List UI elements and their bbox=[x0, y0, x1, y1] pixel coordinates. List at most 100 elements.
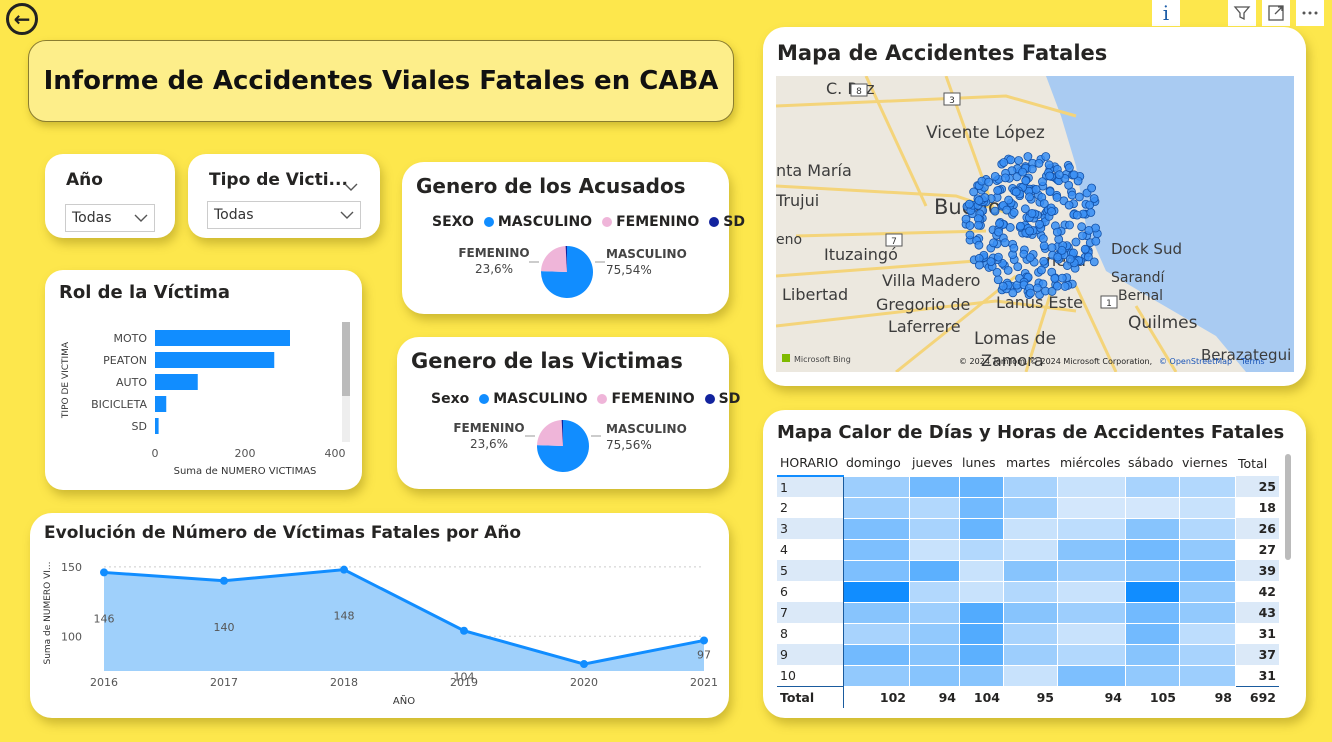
heat-cell[interactable] bbox=[1178, 601, 1236, 624]
heat-cell[interactable] bbox=[1056, 538, 1126, 561]
heat-cell[interactable] bbox=[1056, 622, 1126, 645]
heat-cell[interactable] bbox=[1124, 538, 1180, 561]
heat-cell[interactable] bbox=[1178, 538, 1236, 561]
column-header[interactable]: sábado bbox=[1128, 455, 1174, 471]
heat-cell[interactable] bbox=[1002, 601, 1058, 624]
heat-cell[interactable] bbox=[842, 622, 910, 645]
heat-cell[interactable] bbox=[1178, 496, 1236, 519]
heat-cell[interactable] bbox=[908, 475, 960, 498]
heat-cell[interactable] bbox=[1124, 601, 1180, 624]
focus-mode-icon[interactable] bbox=[1262, 0, 1290, 26]
heat-cell[interactable] bbox=[1124, 475, 1180, 498]
legend-item-sd[interactable]: SD bbox=[718, 391, 741, 407]
heat-cell[interactable] bbox=[1178, 622, 1236, 645]
heat-cell[interactable] bbox=[842, 475, 910, 498]
map-place-label: Berazategui bbox=[1201, 346, 1291, 364]
column-header[interactable]: viernes bbox=[1182, 455, 1228, 471]
column-header[interactable]: HORARIO bbox=[777, 450, 843, 477]
heat-cell[interactable] bbox=[1124, 517, 1180, 540]
legend-item-masculino[interactable]: MASCULINO bbox=[493, 391, 588, 407]
heat-cell[interactable] bbox=[1056, 601, 1126, 624]
legend-item-femenino[interactable]: FEMENINO bbox=[616, 214, 700, 230]
heat-cell[interactable] bbox=[1056, 496, 1126, 519]
heat-cell[interactable] bbox=[842, 496, 910, 519]
heat-cell[interactable] bbox=[1124, 559, 1180, 582]
heat-cell[interactable] bbox=[842, 538, 910, 561]
column-header[interactable]: miércoles bbox=[1060, 455, 1121, 471]
heat-cell[interactable] bbox=[958, 580, 1004, 603]
heat-cell[interactable] bbox=[958, 643, 1004, 666]
heat-cell[interactable] bbox=[1124, 496, 1180, 519]
filter-icon[interactable] bbox=[1228, 0, 1256, 26]
heat-cell[interactable] bbox=[908, 496, 960, 519]
heat-cell[interactable] bbox=[1178, 517, 1236, 540]
heat-cell[interactable] bbox=[1056, 475, 1126, 498]
heat-cell[interactable] bbox=[908, 559, 960, 582]
heat-cell[interactable] bbox=[958, 475, 1004, 498]
heat-cell[interactable] bbox=[908, 664, 960, 687]
heat-cell[interactable] bbox=[842, 580, 910, 603]
column-header[interactable]: lunes bbox=[962, 455, 996, 471]
heat-cell[interactable] bbox=[1002, 622, 1058, 645]
heat-cell[interactable] bbox=[958, 559, 1004, 582]
back-arrow-icon[interactable]: ← bbox=[6, 3, 38, 35]
heat-cell[interactable] bbox=[1178, 559, 1236, 582]
heat-cell[interactable] bbox=[1056, 664, 1126, 687]
legend-item-femenino[interactable]: FEMENINO bbox=[611, 391, 695, 407]
heat-cell[interactable] bbox=[842, 664, 910, 687]
heat-cell[interactable] bbox=[1056, 559, 1126, 582]
heat-cell[interactable] bbox=[1124, 664, 1180, 687]
heat-cell[interactable] bbox=[1124, 622, 1180, 645]
heat-cell[interactable] bbox=[958, 538, 1004, 561]
heat-cell[interactable] bbox=[1002, 643, 1058, 666]
heat-cell[interactable] bbox=[958, 601, 1004, 624]
heat-cell[interactable] bbox=[1002, 580, 1058, 603]
heat-cell[interactable] bbox=[1002, 496, 1058, 519]
heat-cell[interactable] bbox=[958, 622, 1004, 645]
heat-cell[interactable] bbox=[958, 664, 1004, 687]
year-dropdown[interactable]: Todas bbox=[65, 204, 155, 232]
legend-item-masculino[interactable]: MASCULINO bbox=[497, 214, 593, 230]
heat-cell[interactable] bbox=[1056, 580, 1126, 603]
heat-cell[interactable] bbox=[842, 559, 910, 582]
heat-cell[interactable] bbox=[1178, 580, 1236, 603]
heat-cell[interactable] bbox=[1002, 475, 1058, 498]
heat-cell[interactable] bbox=[1178, 643, 1236, 666]
more-options-icon[interactable] bbox=[1296, 0, 1324, 26]
heat-cell[interactable] bbox=[1002, 517, 1058, 540]
heat-cell[interactable] bbox=[1178, 475, 1236, 498]
heat-cell[interactable] bbox=[1178, 664, 1236, 687]
heat-cell[interactable] bbox=[842, 643, 910, 666]
accident-marker bbox=[1025, 253, 1035, 262]
heat-cell[interactable] bbox=[908, 538, 960, 561]
chevron-down-icon[interactable] bbox=[344, 176, 358, 195]
heat-cell[interactable] bbox=[908, 517, 960, 540]
heat-cell[interactable] bbox=[1124, 580, 1180, 603]
column-header[interactable]: martes bbox=[1006, 455, 1051, 471]
column-header[interactable]: domingo bbox=[846, 455, 901, 471]
column-header[interactable]: Total bbox=[1238, 455, 1268, 471]
heatmap-scrollbar[interactable] bbox=[1285, 454, 1291, 560]
heat-cell[interactable] bbox=[958, 517, 1004, 540]
heat-cell[interactable] bbox=[1056, 643, 1126, 666]
heat-cell[interactable] bbox=[908, 643, 960, 666]
victim-type-dropdown[interactable]: Todas bbox=[207, 201, 361, 229]
legend-item-sd[interactable]: SD bbox=[723, 214, 745, 230]
heat-cell[interactable] bbox=[842, 601, 910, 624]
heat-cell[interactable] bbox=[1124, 643, 1180, 666]
heat-cell[interactable] bbox=[1002, 559, 1058, 582]
heat-cell[interactable] bbox=[1056, 517, 1126, 540]
heat-cell[interactable] bbox=[908, 580, 960, 603]
map-place-label: Gregorio de bbox=[876, 295, 970, 314]
heat-cell[interactable] bbox=[1002, 538, 1058, 561]
heat-cell[interactable] bbox=[1002, 664, 1058, 687]
accident-marker bbox=[964, 199, 974, 209]
heat-cell[interactable] bbox=[908, 622, 960, 645]
heat-cell[interactable] bbox=[958, 496, 1004, 519]
info-icon[interactable]: i bbox=[1152, 0, 1180, 26]
heat-cell[interactable] bbox=[908, 601, 960, 624]
heat-cell[interactable] bbox=[842, 517, 910, 540]
column-header[interactable]: jueves bbox=[912, 455, 953, 471]
